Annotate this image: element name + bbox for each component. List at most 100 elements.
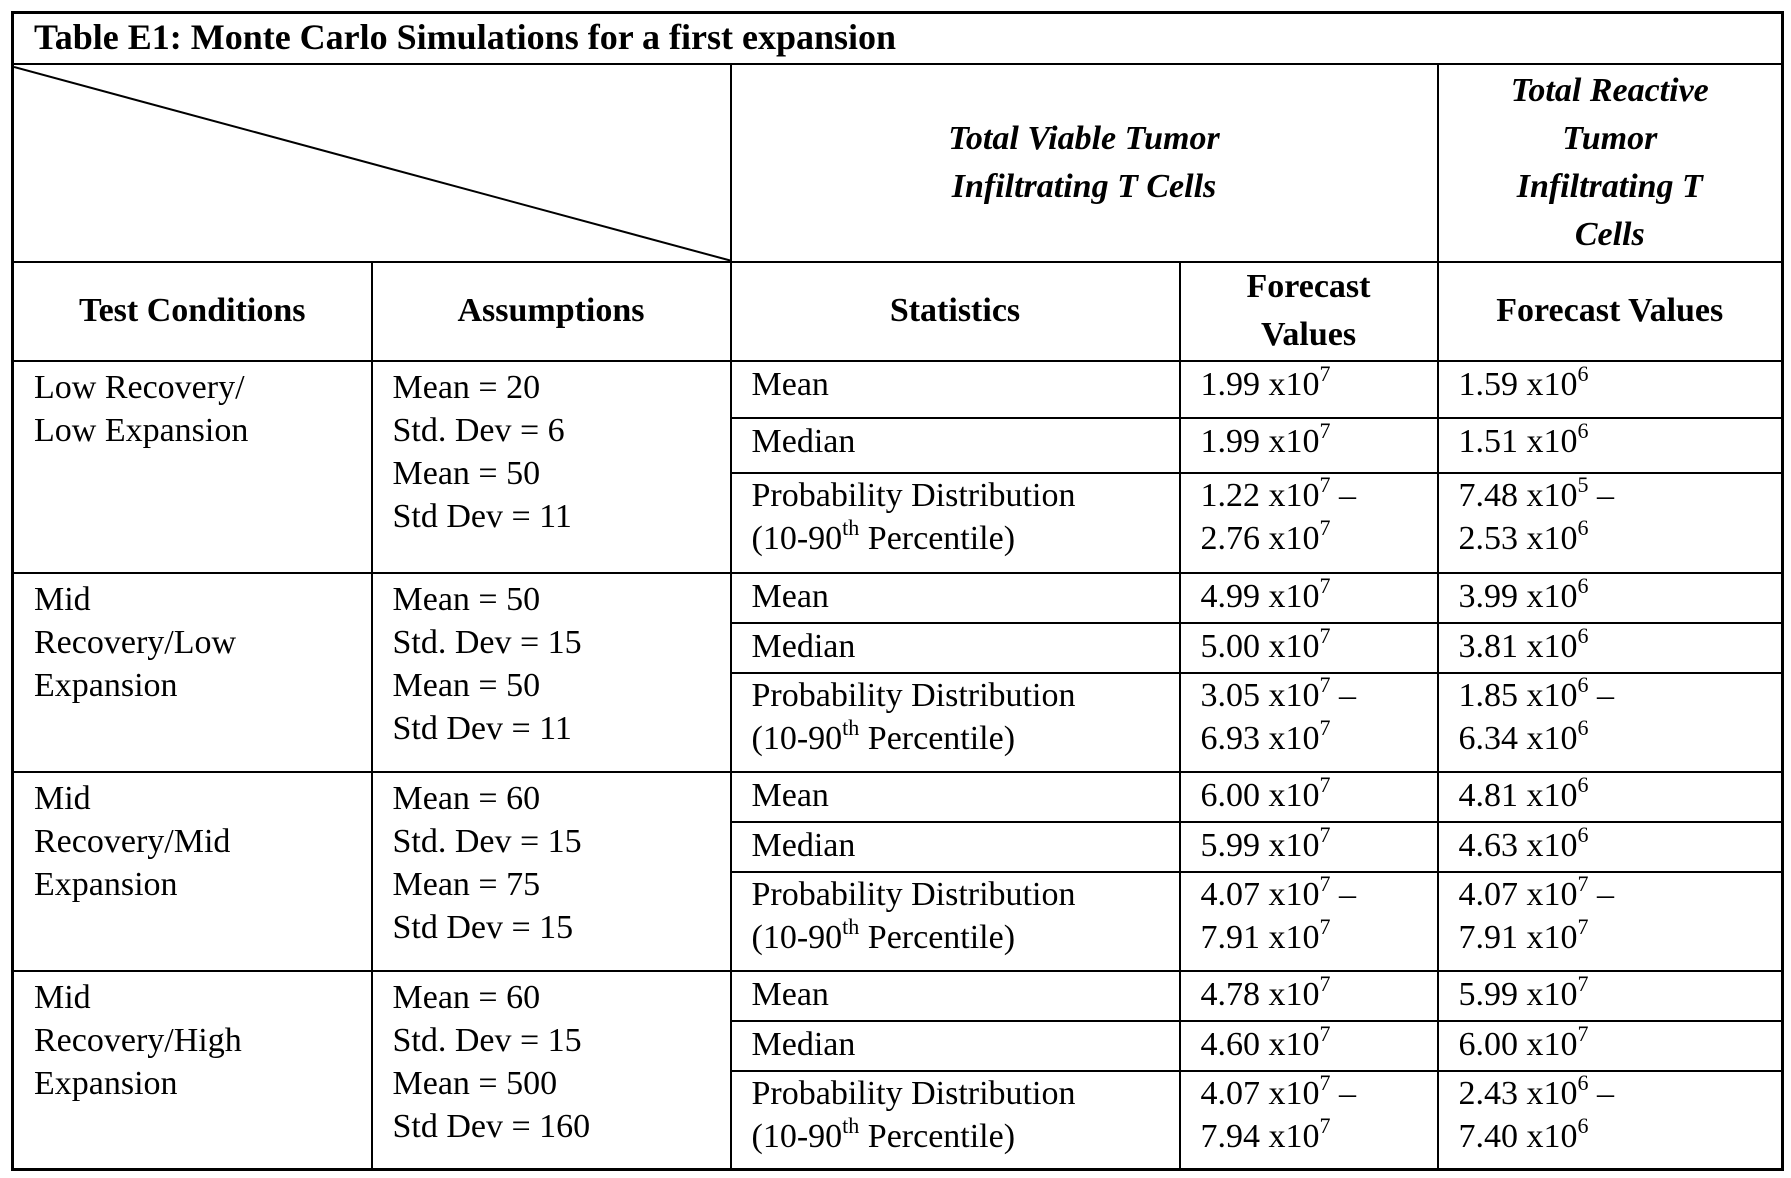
text-line: 6.00 x107 [1201, 773, 1437, 819]
text: – [1331, 1075, 1357, 1112]
condition-line: Recovery/High [34, 1019, 371, 1062]
text-line: 3.99 x106 [1459, 574, 1782, 620]
statistic-cell: Probability Distribution(10-90th Percent… [731, 1071, 1180, 1170]
assumption-line: Std. Dev = 15 [393, 621, 730, 664]
text: 4.07 x10 [1201, 876, 1320, 913]
text: 2.76 x10 [1201, 520, 1320, 557]
text: Mean [752, 777, 829, 814]
text-line: Mean [752, 972, 1179, 1018]
statistic-cell: Median [731, 1021, 1180, 1071]
superscript: 6 [1578, 418, 1589, 443]
text: 1.85 x10 [1459, 677, 1578, 714]
condition-line: Mid [34, 777, 371, 820]
text: 1.99 x10 [1201, 366, 1320, 403]
assumption-line: Std Dev = 11 [393, 495, 730, 538]
superscript: th [842, 1113, 859, 1138]
group-header-line: Infiltrating T Cells [732, 163, 1437, 211]
group-header-line: Total Viable Tumor [732, 115, 1437, 163]
text: Probability Distribution [752, 876, 1076, 913]
viable-cell: 1.99 x107 [1180, 361, 1438, 418]
superscript: 7 [1320, 1071, 1331, 1095]
text: Percentile) [859, 520, 1015, 557]
text-line: Probability Distribution [752, 873, 1179, 916]
superscript: 7 [1320, 573, 1331, 598]
text-line: 2.53 x106 [1459, 517, 1782, 560]
statistic-cell: Probability Distribution(10-90th Percent… [731, 673, 1180, 772]
group-header-line: Tumor [1439, 115, 1782, 163]
text: (10-90 [752, 520, 843, 557]
text-line: 3.81 x106 [1459, 624, 1782, 670]
text: 4.60 x10 [1201, 1026, 1320, 1063]
text-line: 4.60 x107 [1201, 1022, 1437, 1068]
statistic-cell: Probability Distribution(10-90th Percent… [731, 473, 1180, 573]
text: 6.00 x10 [1201, 777, 1320, 814]
text-line: Mean [752, 574, 1179, 620]
superscript: 7 [1320, 971, 1331, 996]
text-line: 7.40 x106 [1459, 1115, 1782, 1158]
superscript: 6 [1578, 715, 1589, 740]
text: Median [752, 628, 856, 665]
text: Median [752, 1026, 856, 1063]
text-line: (10-90th Percentile) [752, 517, 1179, 560]
text-line: 4.81 x106 [1459, 773, 1782, 819]
text: Probability Distribution [752, 477, 1076, 514]
text: 4.78 x10 [1201, 976, 1320, 1013]
superscript: 7 [1578, 1021, 1589, 1046]
assumption-line: Mean = 50 [393, 664, 730, 707]
test-condition: MidRecovery/HighExpansion [13, 971, 372, 1170]
superscript: 6 [1578, 1113, 1589, 1138]
assumption-line: Std Dev = 15 [393, 906, 730, 949]
text: Probability Distribution [752, 677, 1076, 714]
column-header-line: Test Conditions [14, 287, 371, 335]
superscript: 6 [1578, 623, 1589, 648]
column-header: ForecastValues [1180, 262, 1438, 361]
reactive-cell: 6.00 x107 [1438, 1021, 1783, 1071]
column-header: Statistics [731, 262, 1180, 361]
text: – [1589, 876, 1615, 913]
text-line: Mean [752, 773, 1179, 819]
superscript: 6 [1578, 573, 1589, 598]
text: 2.53 x10 [1459, 520, 1578, 557]
superscript: 7 [1320, 1113, 1331, 1138]
viable-cell: 6.00 x107 [1180, 772, 1438, 822]
text-line: (10-90th Percentile) [752, 717, 1179, 760]
group-header-row: Total Viable TumorInfiltrating T Cells T… [13, 64, 1783, 262]
text-line: Probability Distribution [752, 674, 1179, 717]
superscript: 7 [1320, 361, 1331, 386]
assumption-line: Mean = 60 [393, 976, 730, 1019]
text-line: 1.51 x106 [1459, 419, 1782, 465]
group-header: Total ReactiveTumorInfiltrating TCells [1438, 64, 1783, 262]
superscript: 7 [1320, 772, 1331, 797]
assumption-line: Std Dev = 160 [393, 1105, 730, 1148]
superscript: 7 [1320, 515, 1331, 540]
viable-cell: 4.99 x107 [1180, 573, 1438, 623]
text: – [1331, 477, 1357, 514]
text: – [1331, 876, 1357, 913]
text-line: Median [752, 419, 1179, 465]
text: – [1589, 677, 1615, 714]
text: 7.91 x10 [1201, 919, 1320, 956]
text-line: 7.91 x107 [1201, 916, 1437, 959]
text: 2.43 x10 [1459, 1075, 1578, 1112]
data-row: MidRecovery/HighExpansionMean = 60Std. D… [13, 971, 1783, 1021]
text: Probability Distribution [752, 1075, 1076, 1112]
assumption-line: Std. Dev = 15 [393, 820, 730, 863]
text-line: 3.05 x107 – [1201, 674, 1437, 717]
text: 7.40 x10 [1459, 1118, 1578, 1155]
text: Mean [752, 976, 829, 1013]
superscript: 7 [1320, 473, 1331, 497]
text-line: (10-90th Percentile) [752, 1115, 1179, 1158]
superscript: 7 [1320, 673, 1331, 697]
text: 1.99 x10 [1201, 423, 1320, 460]
assumption-line: Mean = 75 [393, 863, 730, 906]
text-line: 6.34 x106 [1459, 717, 1782, 760]
superscript: 6 [1578, 361, 1589, 386]
statistic-cell: Mean [731, 573, 1180, 623]
text-line: 6.93 x107 [1201, 717, 1437, 760]
viable-cell: 4.78 x107 [1180, 971, 1438, 1021]
reactive-cell: 4.63 x106 [1438, 822, 1783, 872]
diagonal-line [14, 67, 731, 261]
superscript: th [842, 715, 859, 740]
viable-cell: 4.07 x107 –7.91 x107 [1180, 872, 1438, 971]
